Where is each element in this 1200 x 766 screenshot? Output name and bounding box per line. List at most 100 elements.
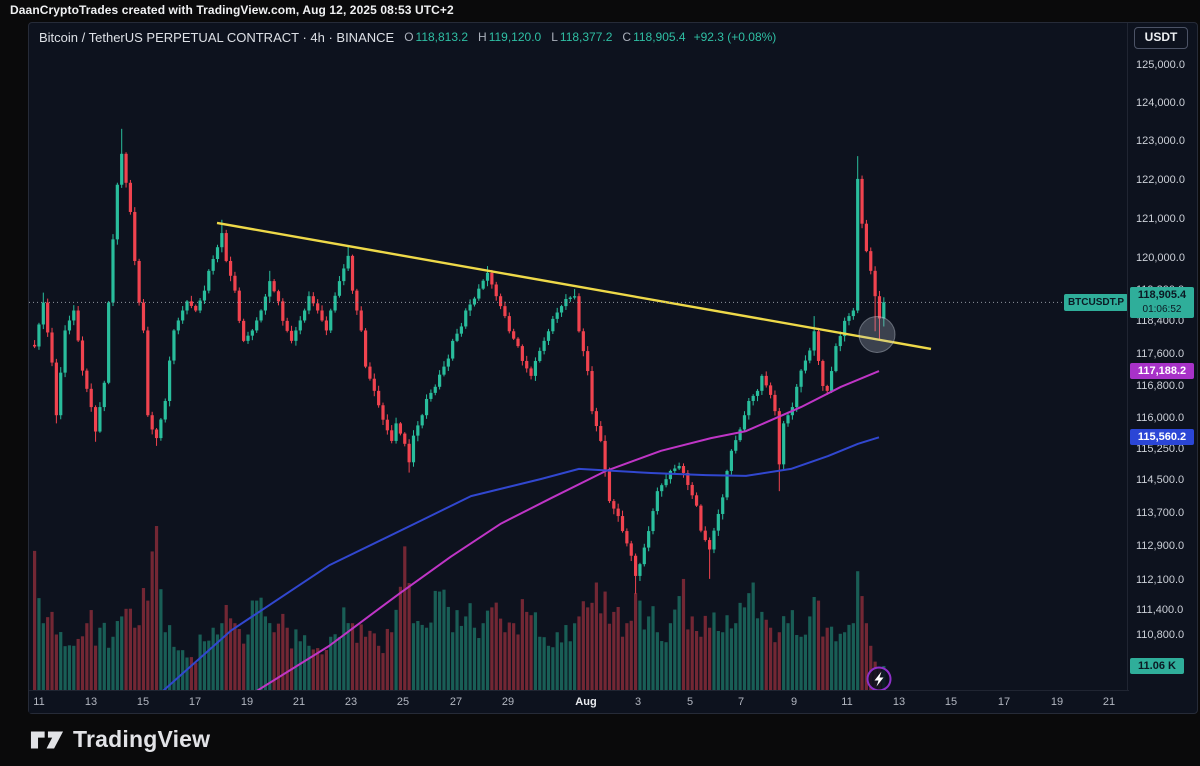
candle-body xyxy=(398,423,403,434)
candle-body xyxy=(829,371,834,391)
time-tick: 23 xyxy=(344,696,358,708)
candle-body xyxy=(843,320,847,337)
volume-bar xyxy=(816,600,821,691)
candle-body xyxy=(350,255,355,291)
volume-bar xyxy=(154,526,159,691)
price-tick: 122,000.0 xyxy=(1136,173,1185,186)
volume-bar xyxy=(542,637,546,691)
volume-bar xyxy=(63,646,67,691)
symbol-title[interactable]: Bitcoin / TetherUS PERPETUAL CONTRACT · … xyxy=(39,29,395,45)
volume-bar xyxy=(124,608,128,691)
volume-bar xyxy=(834,641,838,691)
ma-slow-line xyxy=(161,436,880,691)
candle-body xyxy=(185,301,189,311)
price-tick: 116,000.0 xyxy=(1136,412,1185,425)
volume-bar xyxy=(198,634,202,691)
symbol-price-badge[interactable]: BTCUSDT.P xyxy=(1064,293,1128,311)
volume-bar xyxy=(268,623,272,691)
volume-bar xyxy=(416,620,420,691)
candle-body xyxy=(407,443,411,463)
candle-body xyxy=(703,530,707,541)
volume-bar xyxy=(102,622,106,691)
candle-body xyxy=(250,330,254,336)
currency-toggle-button[interactable]: USDT xyxy=(1134,27,1188,49)
volume-bar xyxy=(133,627,137,691)
candle-body xyxy=(41,302,45,325)
volume-bar xyxy=(429,622,433,691)
tradingview-logo[interactable]: TradingView xyxy=(30,726,210,753)
volume-bar xyxy=(263,616,268,691)
candle-body xyxy=(429,392,433,399)
candle-body xyxy=(555,312,559,319)
candle-body xyxy=(664,479,668,486)
volume-bar xyxy=(281,613,285,691)
candle-body xyxy=(93,407,98,432)
candle-body xyxy=(390,430,394,441)
volume-bar xyxy=(111,636,115,691)
candle-body xyxy=(507,316,511,332)
time-axis[interactable]: 11 13 15 17 19 21 23 25 27 29 Aug 3 5 7 9 11 13 15 17 19 21 xyxy=(29,690,1129,713)
candle-body xyxy=(54,362,58,416)
candle-body xyxy=(812,331,816,351)
candle-body xyxy=(481,280,485,289)
candle-body xyxy=(612,501,616,509)
price-axis[interactable]: USDT 118,905.4 01:06:52 117,188.2 115,56… xyxy=(1127,23,1197,691)
candle-body xyxy=(115,184,119,240)
candle-body xyxy=(259,310,263,321)
price-tick: 115,250.0 xyxy=(1136,442,1185,455)
candle-body xyxy=(163,400,167,420)
volume-bar xyxy=(464,616,468,691)
price-tick: 125,000.0 xyxy=(1136,59,1185,71)
candle-body xyxy=(538,350,542,361)
volume-bar xyxy=(37,598,41,691)
candle-body xyxy=(224,233,228,261)
volume-bar xyxy=(694,631,699,691)
candle-body xyxy=(276,291,281,302)
candle-body xyxy=(154,429,159,439)
last-price-label: 118,905.4 01:06:52 xyxy=(1130,286,1194,318)
candle-body xyxy=(651,511,655,532)
candle-body xyxy=(111,239,115,303)
candle-body xyxy=(246,335,250,341)
time-tick: 25 xyxy=(396,696,410,708)
candle-body xyxy=(699,505,703,531)
price-tick: 121,000.0 xyxy=(1136,212,1185,225)
candle-body xyxy=(342,268,346,282)
volume-bar xyxy=(85,623,89,691)
candle-body xyxy=(568,297,572,299)
volume-bar xyxy=(742,607,747,691)
volume-bar xyxy=(586,607,590,691)
volume-bar xyxy=(80,636,85,691)
descending-trendline xyxy=(216,221,932,351)
ohlc-low-label: L xyxy=(551,30,558,44)
volume-bar xyxy=(181,650,185,691)
volume-bar xyxy=(224,604,228,691)
volume-bar xyxy=(599,613,603,691)
volume-bar xyxy=(93,645,98,691)
candle-body xyxy=(803,360,808,371)
time-tick: 13 xyxy=(84,696,98,708)
candlestick-chart[interactable] xyxy=(29,23,1129,691)
volume-bar xyxy=(368,630,372,691)
candle-body xyxy=(738,429,742,441)
volume-bar xyxy=(642,629,646,691)
candle-body xyxy=(620,516,625,532)
volume-bar xyxy=(573,623,577,691)
candle-body xyxy=(102,382,106,408)
symbol-info-bar[interactable]: Bitcoin / TetherUS PERPETUAL CONTRACT · … xyxy=(29,23,1129,51)
volume-bar xyxy=(512,623,516,691)
volume-bar xyxy=(856,571,860,691)
volume-bar xyxy=(451,632,455,691)
volume-bar xyxy=(342,607,346,691)
candle-body xyxy=(285,320,289,331)
price-tick: 117,600.0 xyxy=(1136,347,1185,360)
highlight-circle xyxy=(858,315,896,353)
candle-body xyxy=(424,398,429,416)
candle-body xyxy=(316,303,320,311)
candle-body xyxy=(202,290,207,301)
candle-body xyxy=(638,564,642,576)
chart-plot-area[interactable]: BTCUSDT.P xyxy=(29,23,1129,691)
candle-body xyxy=(137,260,141,303)
volume-bar xyxy=(633,593,638,691)
candle-body xyxy=(311,296,315,304)
